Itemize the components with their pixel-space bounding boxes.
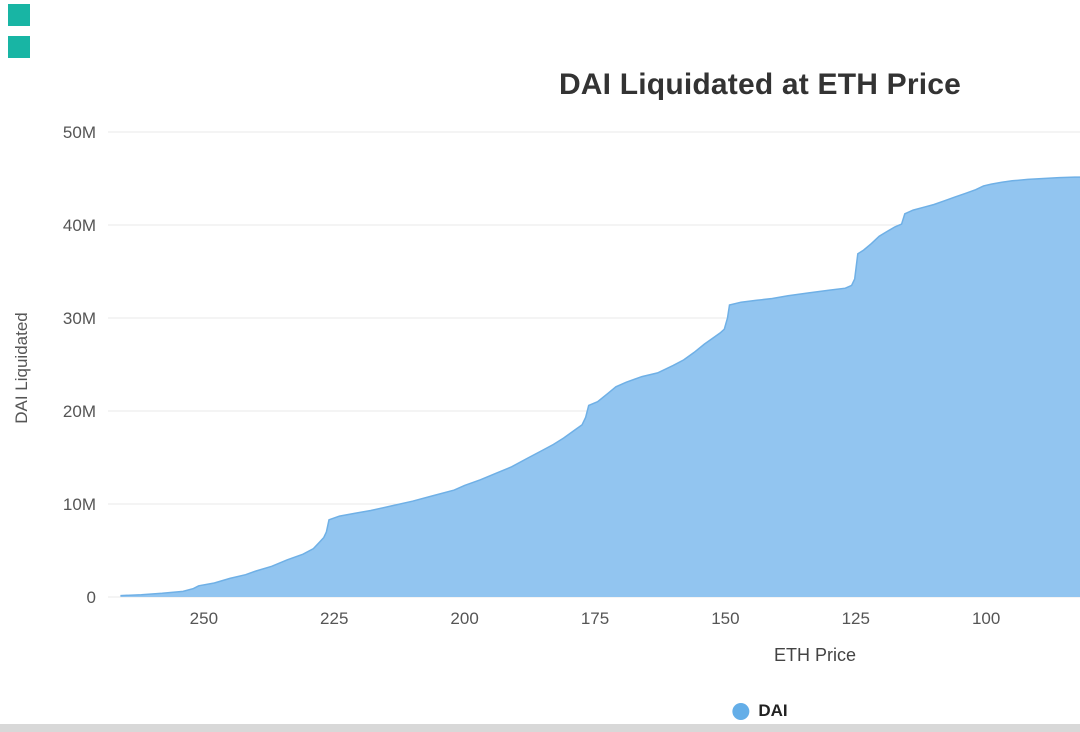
y-tick-label: 0 [87,588,96,607]
x-tick-label: 225 [320,609,348,628]
area-line [120,176,1080,597]
y-tick-label: 20M [63,402,96,421]
y-tick-label: 50M [63,123,96,142]
chart-title: DAI Liquidated at ETH Price [558,68,962,101]
teal-square [8,4,30,26]
chart-legend: DAI [732,701,788,721]
x-axis-title: ETH Price [773,645,857,665]
y-tick-label: 40M [63,216,96,235]
area-fill [120,177,1080,597]
x-tick-label: 250 [190,609,218,628]
x-tick-label: 150 [711,609,739,628]
y-tick-label: 10M [63,495,96,514]
bottom-bar [0,724,1080,732]
x-tick-label: 200 [450,609,478,628]
x-tick-label: 100 [972,609,1000,628]
x-tick-label: 125 [842,609,870,628]
y-tick-label: 30M [63,309,96,328]
x-tick-label: 175 [581,609,609,628]
teal-square [8,36,30,58]
legend-label-dai: DAI [758,701,788,720]
legend-dot-dai [732,702,750,720]
